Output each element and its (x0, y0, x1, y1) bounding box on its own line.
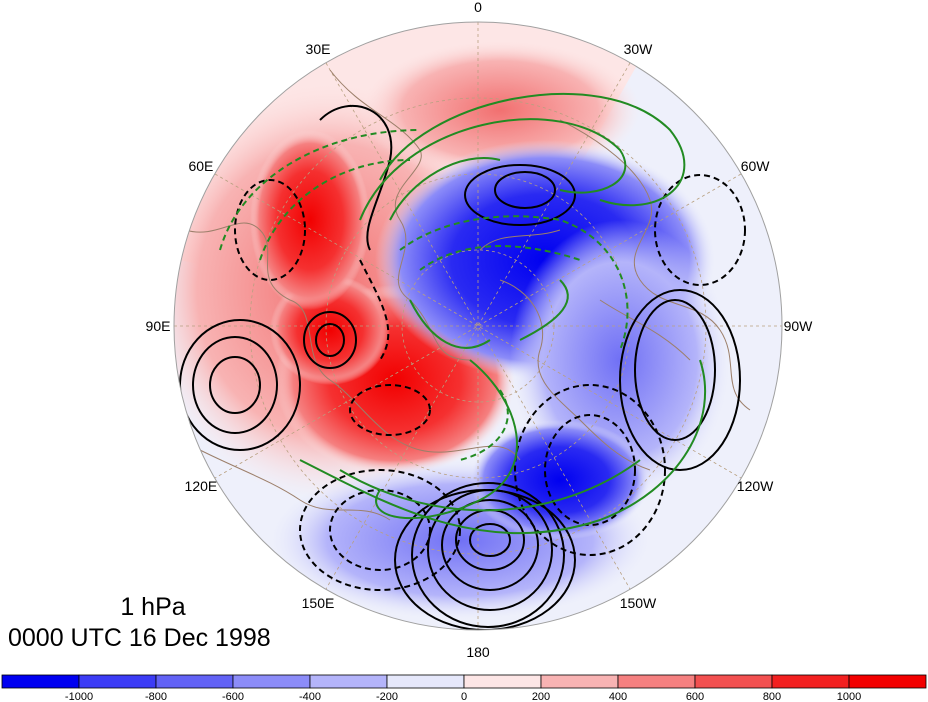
meridian-label-120w: 120W (737, 478, 774, 494)
pressure-level-label: 1 hPa (120, 593, 186, 621)
map-boundary (173, 21, 783, 631)
contours-green-solid (299, 92, 707, 535)
colorbar-swatch (155, 674, 234, 689)
colorbar-tick-label: 200 (532, 691, 550, 702)
colorbar-swatch (771, 674, 850, 689)
meridian-label-120e: 120E (185, 478, 218, 494)
colorbar-swatch (463, 674, 542, 689)
shading-positive-arc (250, 130, 370, 310)
colorbar-tick-label: 0 (461, 691, 467, 702)
colorbar-tick-label: 400 (609, 691, 627, 702)
colorbar-swatch (232, 674, 311, 689)
meridian-label-90w: 90W (784, 318, 814, 334)
colorbar-swatch (1, 674, 80, 689)
colorbar-swatch (617, 674, 696, 689)
contours-black-dashed (234, 174, 746, 591)
colorbar: -1000 -800 -600 -400 -200 0 200 400 600 800 1000 (1, 674, 927, 702)
colorbar-tick-label: -600 (222, 691, 244, 702)
colorbar-tick-label: 1000 (837, 691, 861, 702)
colorbar-tick-label: -800 (145, 691, 167, 702)
shading-negative-south-core (470, 420, 650, 540)
meridian-label-0: 0 (474, 0, 482, 15)
colorbar-tick-label: 600 (686, 691, 704, 702)
coastlines (184, 69, 751, 521)
colorbar-swatch (386, 674, 465, 689)
colorbar-swatch (694, 674, 773, 689)
meridian-label-60e: 60E (188, 158, 213, 174)
meridian-label-150w: 150W (620, 595, 657, 611)
meridian-label-30e: 30E (306, 41, 331, 57)
meridian-label-90e: 90E (146, 318, 171, 334)
valid-time-label: 0000 UTC 16 Dec 1998 (8, 624, 271, 652)
meridian-label-60w: 60W (741, 158, 771, 174)
colorbar-swatch (848, 674, 927, 689)
meridian-label-180: 180 (466, 644, 490, 660)
meridian-labels: 0 30W 60W 90W 120W 150W 180 150E 120E 90E 60E 30E (146, 0, 814, 660)
colorbar-tick-label: 800 (763, 691, 781, 702)
meridian-label-30w: 30W (624, 41, 654, 57)
contours-green-dashed (219, 129, 629, 461)
colorbar-swatch (309, 674, 388, 689)
map-disk (174, 22, 782, 630)
colorbar-tick-label: -400 (299, 691, 321, 702)
colorbar-swatch (78, 674, 157, 689)
colorbar-tick-label: -1000 (65, 691, 93, 702)
meridian-label-150e: 150E (302, 595, 335, 611)
colorbar-tick-label: -200 (376, 691, 398, 702)
colorbar-swatch (540, 674, 619, 689)
